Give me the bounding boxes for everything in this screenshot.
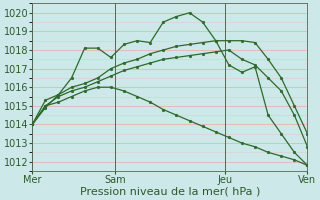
X-axis label: Pression niveau de la mer( hPa ): Pression niveau de la mer( hPa ) [80, 187, 260, 197]
